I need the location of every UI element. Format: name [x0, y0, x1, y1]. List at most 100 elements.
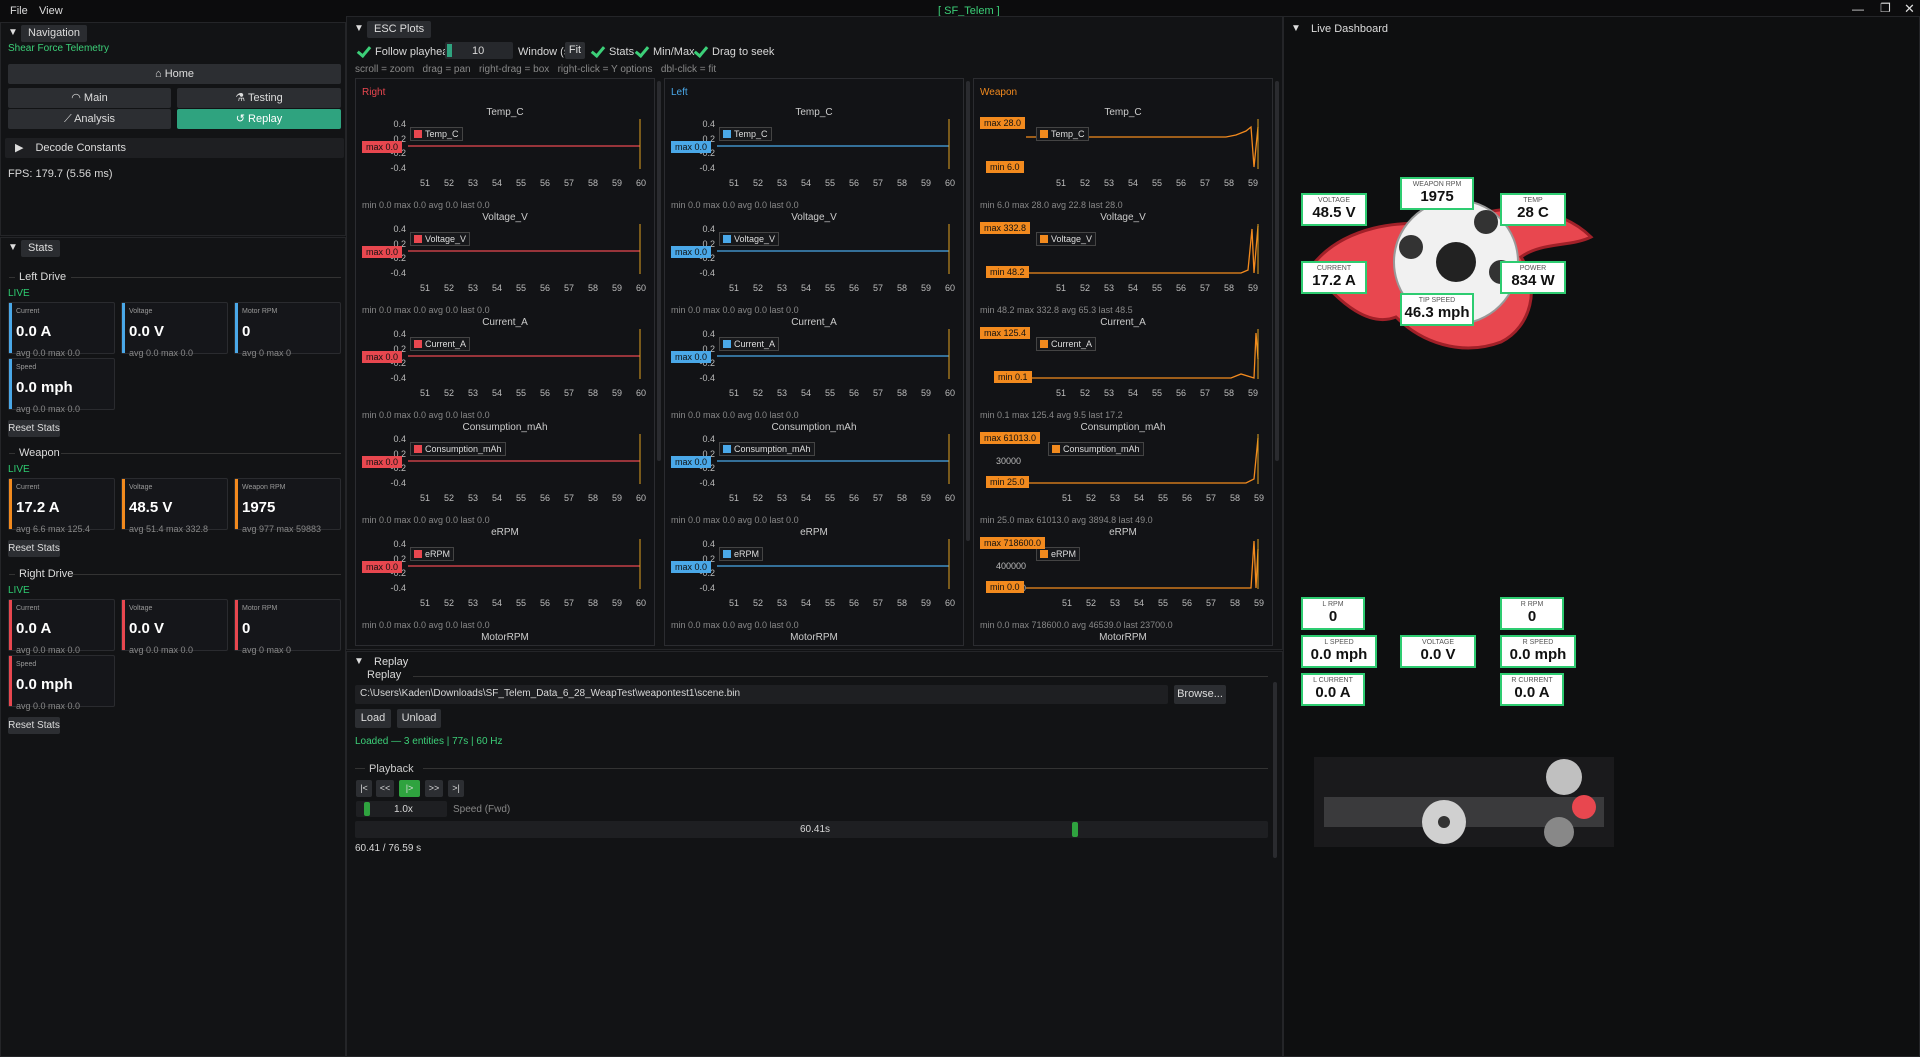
rewind-button[interactable]: <<: [376, 780, 394, 797]
series-plot[interactable]: [1026, 434, 1262, 484]
series-plot[interactable]: [408, 224, 644, 274]
gauge-label: POWER: [1519, 265, 1547, 272]
y-tick-label: -0.2: [699, 568, 715, 579]
series-plot[interactable]: [408, 434, 644, 484]
series-plot[interactable]: [1026, 119, 1262, 169]
x-tick-label: 55: [1158, 493, 1169, 503]
series-plot[interactable]: [408, 539, 644, 589]
play-button[interactable]: |>: [399, 780, 420, 797]
reset-stats-button[interactable]: Reset Stats: [8, 540, 60, 557]
x-tick-label: 51: [1056, 283, 1067, 293]
x-tick-label: 57: [1200, 283, 1211, 293]
unload-button[interactable]: Unload: [397, 709, 441, 728]
stats-checkbox[interactable]: [592, 44, 606, 58]
seek-handle[interactable]: [1072, 822, 1079, 837]
series-plot[interactable]: [408, 119, 644, 169]
series-legend[interactable]: eRPM: [410, 547, 455, 561]
reset-stats-button[interactable]: Reset Stats: [8, 420, 60, 437]
x-tick-label: 51: [1062, 493, 1073, 503]
x-tick-label: 60: [636, 493, 647, 503]
y-tick-label: 0.2: [393, 448, 406, 459]
series-legend[interactable]: Current_A: [719, 337, 780, 351]
fast-forward-button[interactable]: >>: [425, 780, 443, 797]
series-plot[interactable]: [1026, 224, 1262, 274]
series-plot[interactable]: [717, 329, 953, 379]
series-legend[interactable]: Current_A: [410, 337, 471, 351]
minmax-checkbox[interactable]: [636, 44, 650, 58]
follow-playhead-checkbox[interactable]: [358, 44, 372, 58]
tab-replay[interactable]: Replay: [374, 656, 409, 668]
gauge-label: L RPM: [1322, 601, 1344, 608]
menu-file[interactable]: File: [10, 5, 28, 17]
tab-esc-plots[interactable]: ESC Plots: [367, 21, 432, 38]
replay-path-input[interactable]: C:\Users\Kaden\Downloads\SF_Telem_Data_6…: [355, 685, 1168, 704]
gauge-value: 46.3 mph: [1404, 304, 1470, 321]
tab-live-dashboard[interactable]: Live Dashboard: [1311, 23, 1389, 35]
series-legend[interactable]: Voltage_V: [1036, 232, 1097, 246]
series-plot[interactable]: [717, 224, 953, 274]
series-legend[interactable]: Voltage_V: [719, 232, 780, 246]
x-tick-label: 60: [636, 598, 647, 608]
series-legend[interactable]: Voltage_V: [410, 232, 471, 246]
speed-slider[interactable]: 1.0x: [356, 801, 447, 817]
collapse-icon[interactable]: ▼: [8, 242, 18, 253]
stat-card-value: 0: [242, 620, 251, 637]
seek-slider[interactable]: 60.41s: [355, 821, 1268, 838]
collapse-icon[interactable]: ▼: [354, 23, 364, 34]
series-plot[interactable]: [1026, 329, 1262, 379]
series-legend[interactable]: Consumption_mAh: [1048, 442, 1144, 456]
analysis-button[interactable]: ⟋ Analysis: [8, 109, 171, 129]
series-legend[interactable]: Temp_C: [410, 127, 463, 141]
series-legend[interactable]: Current_A: [1036, 337, 1097, 351]
home-button[interactable]: ⌂ Home: [8, 64, 341, 84]
series-plot[interactable]: [717, 119, 953, 169]
testing-button[interactable]: ⚗ Testing: [177, 88, 341, 108]
series-legend[interactable]: eRPM: [719, 547, 764, 561]
x-tick-label: 56: [540, 388, 551, 398]
collapse-icon[interactable]: ▼: [1291, 23, 1301, 34]
y-tick-label: 0.2: [702, 448, 715, 459]
skip-start-button[interactable]: |<: [356, 780, 372, 797]
series-plot[interactable]: [408, 329, 644, 379]
x-tick-label: 57: [1200, 178, 1211, 188]
column-scrollbar[interactable]: [966, 81, 970, 541]
tab-stats[interactable]: Stats: [21, 240, 61, 257]
collapse-icon[interactable]: ▼: [8, 27, 18, 38]
maximize-icon[interactable]: ❐: [1880, 1, 1891, 15]
x-tick-label: 56: [1176, 178, 1187, 188]
browse-button[interactable]: Browse...: [1174, 685, 1226, 704]
subplot: Temp_C 0.4 0.2 -0.2 -0.4 Temp_C max 0.0 51 52 53 5…: [665, 107, 963, 237]
series-plot[interactable]: [717, 539, 953, 589]
menu-view[interactable]: View: [39, 5, 63, 17]
speed-handle[interactable]: [364, 802, 370, 816]
decode-constants-header[interactable]: ▶ Decode Constants: [5, 138, 344, 158]
column-scrollbar[interactable]: [1275, 81, 1279, 461]
fit-button[interactable]: Fit: [565, 42, 585, 59]
reset-stats-button[interactable]: Reset Stats: [8, 717, 60, 734]
series-plot[interactable]: [717, 434, 953, 484]
close-icon[interactable]: ✕: [1904, 1, 1915, 16]
max-tag: max 0.0: [671, 561, 712, 573]
x-tick-label: 54: [492, 283, 503, 293]
gauge-label: L CURRENT: [1313, 677, 1353, 684]
tab-navigation[interactable]: Navigation: [21, 25, 87, 42]
series-legend[interactable]: eRPM: [1036, 547, 1081, 561]
minimize-icon[interactable]: —: [1852, 2, 1864, 16]
replay-scrollbar[interactable]: [1273, 682, 1277, 858]
main-button[interactable]: ◠ Main: [8, 88, 171, 108]
x-tick-label: 56: [540, 178, 551, 188]
column-scrollbar[interactable]: [657, 81, 661, 461]
replay-button[interactable]: ↺ Replay: [177, 109, 341, 129]
drag-to-seek-checkbox[interactable]: [695, 44, 709, 58]
load-button[interactable]: Load: [355, 709, 391, 728]
series-plot[interactable]: [1026, 539, 1262, 589]
x-tick-label: 51: [729, 388, 740, 398]
window-input[interactable]: 10: [445, 42, 513, 59]
series-legend[interactable]: Consumption_mAh: [410, 442, 506, 456]
series-legend[interactable]: Temp_C: [1036, 127, 1089, 141]
y-tick-label: -0.2: [390, 148, 406, 159]
skip-end-button[interactable]: >|: [448, 780, 464, 797]
series-legend[interactable]: Temp_C: [719, 127, 772, 141]
collapse-icon[interactable]: ▼: [354, 656, 364, 667]
series-legend[interactable]: Consumption_mAh: [719, 442, 815, 456]
